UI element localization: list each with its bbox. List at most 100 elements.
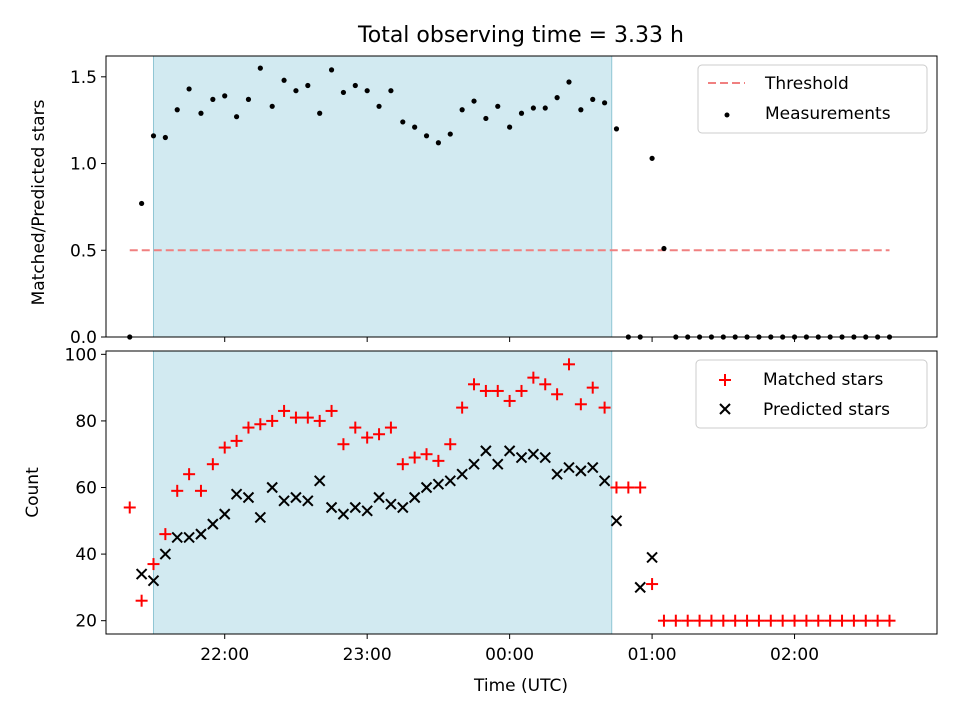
predicted-star-point xyxy=(480,445,492,457)
predicted-star-point xyxy=(278,495,290,507)
matched-star-point xyxy=(206,458,219,471)
matched-star-point xyxy=(776,614,789,627)
predicted-star-point xyxy=(408,491,421,504)
matched-star-point xyxy=(622,481,635,494)
predicted-star-point xyxy=(646,551,658,564)
matched-star-point xyxy=(266,414,279,427)
predicted-star-point xyxy=(266,481,278,494)
observing-window-shade xyxy=(152,55,613,338)
matched-star-point xyxy=(230,434,243,447)
matched-star-point xyxy=(301,411,314,424)
predicted-star-point xyxy=(468,458,480,470)
matched-star-point xyxy=(491,384,504,397)
bottom-axes-frame xyxy=(105,350,938,635)
measurement-point xyxy=(590,96,596,102)
matched-star-point xyxy=(123,501,136,514)
predicted-star-point xyxy=(302,495,314,507)
matched-star-point xyxy=(598,401,611,414)
predicted-star-point xyxy=(337,508,350,520)
legend-measurements-swatch xyxy=(724,112,730,118)
matched-star-point xyxy=(313,414,326,427)
top-panel-ratio: 0.0 0.5 1.0 1.5 Matched/Predicted stars Thr… xyxy=(29,55,938,348)
predicted-star-point xyxy=(432,478,445,490)
matched-star-point xyxy=(254,418,267,431)
predicted-star-point xyxy=(492,458,504,470)
y-tick-label: 1.0 xyxy=(70,155,97,175)
matched-star-point xyxy=(468,378,481,391)
measurement-point xyxy=(578,107,584,113)
predicted-star-point xyxy=(587,461,599,474)
matched-star-point xyxy=(147,558,160,571)
measurement-point xyxy=(435,140,441,146)
matched-star-point xyxy=(373,428,386,441)
measurement-point xyxy=(222,93,228,99)
predicted-star-point xyxy=(171,531,183,544)
predicted-star-point xyxy=(515,451,528,464)
predicted-star-point xyxy=(444,475,456,487)
measurement-point xyxy=(281,77,287,83)
predicted-star-point xyxy=(610,515,623,527)
matched-star-point xyxy=(551,388,564,401)
measurement-point xyxy=(507,124,513,130)
top-axes-frame xyxy=(105,55,938,338)
measurement-point xyxy=(317,110,323,116)
measurement-point xyxy=(150,133,157,139)
matched-star-point xyxy=(408,451,421,464)
bottom-x-axis-ticks: 22:00 23:00 00:00 01:00 02:00 xyxy=(200,634,819,665)
matched-star-point xyxy=(847,614,860,627)
matched-star-point xyxy=(289,411,302,424)
measurement-point xyxy=(305,82,311,89)
predicted-star-point xyxy=(147,575,160,587)
measurement-point xyxy=(400,119,406,125)
matched-star-point xyxy=(479,384,492,397)
predicted-star-point xyxy=(219,508,231,520)
measurement-point xyxy=(554,95,560,101)
matched-star-point xyxy=(610,481,623,494)
matched-star-point xyxy=(657,614,670,627)
matched-star-point xyxy=(812,614,825,627)
matched-star-point xyxy=(871,614,884,627)
matched-star-point xyxy=(646,578,659,591)
x-tick-label: 00:00 xyxy=(485,645,534,665)
predicted-star-point xyxy=(373,491,385,504)
matched-star-point xyxy=(171,484,184,497)
predicted-star-point xyxy=(527,448,540,460)
legend-matched-swatch xyxy=(719,374,731,386)
matched-star-point xyxy=(693,614,706,627)
measurement-point xyxy=(293,88,299,94)
legend-measurements-label: Measurements xyxy=(765,104,891,124)
count-points xyxy=(123,358,896,627)
predicted-star-point xyxy=(575,465,587,477)
measurement-point xyxy=(483,115,489,122)
matched-star-point xyxy=(586,381,599,394)
predicted-star-point xyxy=(539,451,551,464)
measurement-point xyxy=(602,100,608,106)
matched-star-point xyxy=(278,404,291,417)
matched-star-point xyxy=(183,468,196,481)
matched-star-point xyxy=(432,454,445,467)
matched-star-point xyxy=(824,614,837,627)
matched-star-point xyxy=(396,458,409,471)
measurement-point xyxy=(269,103,275,109)
measurement-point xyxy=(542,105,548,111)
predicted-star-point xyxy=(420,481,433,494)
x-axis-label: Time (UTC) xyxy=(473,676,568,696)
measurement-point xyxy=(186,86,192,92)
measurement-point xyxy=(613,126,620,132)
top-y-axis-label: Matched/Predicted stars xyxy=(29,99,49,305)
matched-star-point xyxy=(669,614,682,627)
matched-star-point xyxy=(349,421,362,434)
predicted-star-point xyxy=(183,531,195,544)
top-legend-box xyxy=(697,64,928,134)
y-tick-label: 60 xyxy=(75,479,97,499)
measurement-point xyxy=(447,131,453,137)
y-tick-label: 20 xyxy=(75,612,97,632)
measurement-point xyxy=(364,88,370,94)
matched-star-point xyxy=(420,448,433,461)
predicted-star-point xyxy=(230,488,243,500)
predicted-star-point xyxy=(397,501,409,514)
matched-star-point xyxy=(836,614,849,627)
matched-star-point xyxy=(218,441,231,454)
y-tick-label: 100 xyxy=(65,345,97,365)
matched-star-point xyxy=(444,438,457,451)
